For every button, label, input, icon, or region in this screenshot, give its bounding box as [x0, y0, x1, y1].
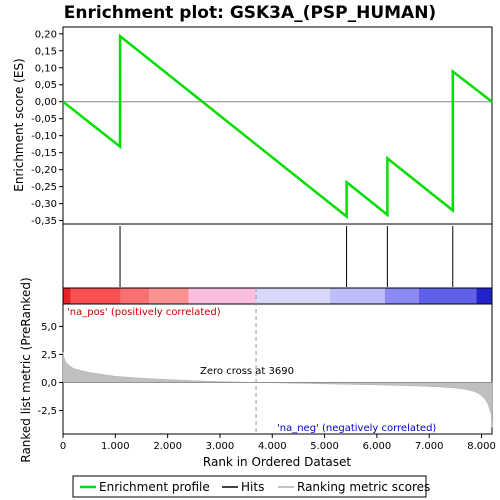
color-bar-segment	[476, 288, 492, 304]
es-y-tick-label: -0,25	[31, 182, 57, 193]
metric-y-tick-label: -2,5	[37, 406, 57, 417]
rank-x-axis: 0 1.000 2.000 3.000 4.000 5.000 6.000 7.000 8.00…	[60, 434, 496, 452]
color-bar-segment	[63, 288, 71, 304]
enrichment-profile-line	[62, 33, 493, 220]
x-tick-label: 6.000	[363, 441, 392, 452]
es-y-tick-label: 0,00	[35, 97, 57, 108]
es-y-tick-label: -0,15	[31, 148, 57, 159]
chart-title: Enrichment plot: GSK3A_(PSP_HUMAN)	[64, 3, 436, 23]
color-bar-segment	[329, 288, 385, 304]
metric-y-tick-label: 5,0	[41, 322, 57, 333]
color-bar-segment	[120, 288, 150, 304]
color-bar-segment	[256, 288, 330, 304]
legend: Enrichment profile Hits Ranking metric s…	[72, 475, 430, 498]
zero-cross-annotation: Zero cross at 3690	[200, 366, 294, 377]
metric-panel-frame	[62, 303, 493, 435]
color-bar-segment	[70, 288, 121, 304]
es-y-tick-label: 0,05	[35, 80, 57, 91]
legend-frame	[72, 475, 427, 498]
legend-metric-label: Ranking metric scores	[297, 480, 430, 494]
x-tick-label: 2.000	[153, 441, 182, 452]
hits-panel-frame	[62, 223, 493, 289]
es-y-tick-label: -0,05	[31, 114, 57, 125]
x-tick-label: 1.000	[101, 441, 130, 452]
x-axis-label: Rank in Ordered Dataset	[203, 455, 351, 469]
x-tick-label: 3.000	[206, 441, 235, 452]
metric-y-tick-label: 2,5	[41, 350, 57, 361]
na-pos-annotation: 'na_pos' (positively correlated)	[67, 307, 221, 318]
metric-y-tick-label: 0,0	[41, 378, 57, 389]
legend-enrichment-label: Enrichment profile	[99, 480, 210, 494]
es-y-tick-label: 0,15	[35, 46, 57, 57]
es-y-tick-label: -0,10	[31, 131, 57, 142]
metric-y-axis: 5,0 2,5 0,0 -2,5	[37, 322, 63, 417]
es-panel-frame	[62, 26, 493, 225]
hits-marks	[119, 226, 454, 287]
x-tick-label: 8.000	[467, 441, 496, 452]
x-tick-label: 7.000	[415, 441, 444, 452]
color-bar-segment	[149, 288, 189, 304]
color-bar-segment	[188, 288, 257, 304]
color-bar-segment	[384, 288, 419, 304]
es-y-tick-label: 0,10	[35, 63, 57, 74]
metric-y-axis-label: Ranked list metric (PreRanked)	[19, 277, 33, 462]
color-bar-segment	[418, 288, 477, 304]
legend-hits-label: Hits	[241, 480, 264, 494]
es-y-tick-label: 0,20	[35, 29, 57, 40]
es-y-tick-label: -0,35	[31, 216, 57, 227]
es-y-axis: 0,20 0,15 0,10 0,05 0,00 -0,05 -0,10 -0,15 -0,20…	[31, 29, 63, 227]
rank-color-bar	[63, 288, 492, 304]
es-y-tick-label: -0,20	[31, 165, 57, 176]
es-y-tick-label: -0,30	[31, 199, 57, 210]
x-tick-label: 5.000	[310, 441, 339, 452]
x-tick-label: 0	[60, 441, 66, 452]
es-y-axis-label: Enrichment score (ES)	[12, 58, 26, 191]
x-tick-label: 4.000	[258, 441, 287, 452]
ranking-metric-area	[62, 352, 493, 428]
na-neg-annotation: 'na_neg' (negatively correlated)	[277, 423, 436, 434]
